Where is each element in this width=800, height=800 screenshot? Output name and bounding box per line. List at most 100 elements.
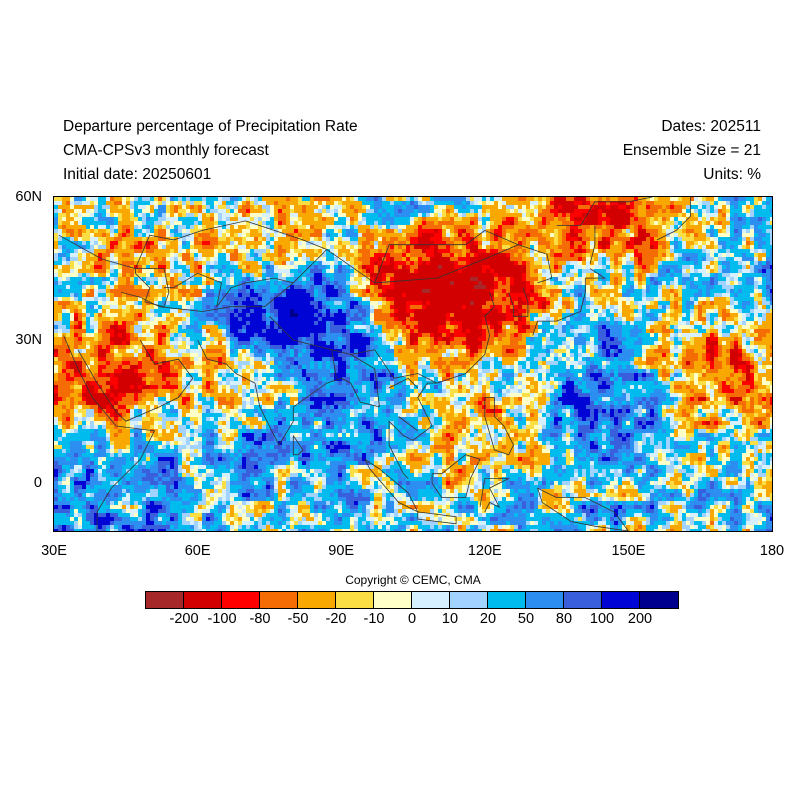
anomaly-cell [86, 213, 91, 218]
anomaly-cell [154, 197, 159, 202]
anomaly-cell [686, 233, 691, 238]
anomaly-cell [434, 217, 439, 222]
anomaly-cell [130, 213, 135, 218]
anomaly-cell [194, 241, 199, 246]
anomaly-cell [578, 229, 583, 234]
anomaly-cell [150, 297, 155, 302]
anomaly-cell [662, 245, 667, 250]
anomaly-cell [710, 233, 715, 238]
anomaly-cell [538, 273, 543, 278]
anomaly-cell [186, 217, 191, 222]
anomaly-cell [126, 305, 131, 310]
anomaly-cell [462, 249, 467, 254]
anomaly-cell [518, 285, 523, 290]
anomaly-cell [434, 269, 439, 274]
anomaly-cell [558, 229, 563, 234]
anomaly-cell [482, 285, 487, 290]
anomaly-cell [174, 289, 179, 294]
anomaly-cell [626, 245, 631, 250]
anomaly-cell [378, 245, 383, 250]
anomaly-cell [438, 265, 443, 270]
anomaly-cell [502, 305, 507, 310]
anomaly-cell [594, 241, 599, 246]
anomaly-cell [478, 217, 483, 222]
anomaly-cell [446, 257, 451, 262]
anomaly-cell [158, 205, 163, 210]
anomaly-cell [98, 277, 103, 282]
anomaly-cell [630, 289, 635, 294]
anomaly-cell [654, 301, 659, 306]
anomaly-cell [614, 261, 619, 266]
anomaly-cell [90, 217, 95, 222]
anomaly-cell [470, 285, 475, 290]
anomaly-cell [158, 245, 163, 250]
anomaly-cell [570, 213, 575, 218]
anomaly-cell [710, 257, 715, 262]
anomaly-cell [302, 245, 307, 250]
anomaly-cell [146, 233, 151, 238]
anomaly-cell [426, 205, 431, 210]
anomaly-cell [730, 269, 735, 274]
anomaly-cell [590, 281, 595, 286]
anomaly-cell [726, 277, 731, 282]
anomaly-cell [182, 205, 187, 210]
anomaly-cell [270, 253, 275, 258]
anomaly-cell [650, 293, 655, 298]
anomaly-cell [502, 301, 507, 306]
anomaly-cell [510, 241, 515, 246]
anomaly-cell [630, 197, 635, 202]
anomaly-cell [218, 225, 223, 230]
anomaly-cell [206, 209, 211, 214]
anomaly-cell [226, 229, 231, 234]
anomaly-cell [482, 245, 487, 250]
anomaly-cell [538, 265, 543, 270]
anomaly-cell [134, 301, 139, 306]
anomaly-cell [266, 273, 271, 278]
anomaly-cell [246, 229, 251, 234]
anomaly-cell [442, 233, 447, 238]
anomaly-cell [442, 197, 447, 202]
anomaly-cell [86, 293, 91, 298]
anomaly-cell [286, 197, 291, 202]
anomaly-cell [190, 221, 195, 226]
anomaly-cell [566, 257, 571, 262]
anomaly-cell [306, 209, 311, 214]
anomaly-cell [474, 233, 479, 238]
anomaly-cell [770, 257, 772, 262]
anomaly-cell [638, 229, 643, 234]
anomaly-cell [82, 233, 87, 238]
anomaly-cell [482, 201, 487, 206]
anomaly-cell [566, 297, 571, 302]
anomaly-cell [754, 241, 759, 246]
anomaly-cell [606, 241, 611, 246]
anomaly-cell [474, 257, 479, 262]
anomaly-cell [722, 289, 727, 294]
anomaly-cell [94, 225, 99, 230]
anomaly-cell [154, 233, 159, 238]
anomaly-cell [338, 285, 343, 290]
anomaly-cell [678, 289, 683, 294]
anomaly-cell [534, 253, 539, 258]
anomaly-cell [194, 305, 199, 310]
anomaly-cell [246, 289, 251, 294]
anomaly-cell [338, 281, 343, 286]
anomaly-cell [326, 273, 331, 278]
anomaly-cell [522, 261, 527, 266]
anomaly-cell [242, 249, 247, 254]
anomaly-cell [358, 301, 363, 306]
anomaly-cell [766, 301, 771, 306]
anomaly-cell [86, 197, 91, 202]
anomaly-cell [146, 277, 151, 282]
anomaly-cell [334, 241, 339, 246]
anomaly-cell [714, 297, 719, 302]
anomaly-cell [206, 241, 211, 246]
anomaly-cell [322, 249, 327, 254]
anomaly-cell [358, 237, 363, 242]
anomaly-cell [398, 241, 403, 246]
anomaly-cell [566, 289, 571, 294]
anomaly-cell [678, 205, 683, 210]
anomaly-cell [754, 261, 759, 266]
anomaly-cell [582, 269, 587, 274]
anomaly-cell [730, 237, 735, 242]
anomaly-cell [206, 201, 211, 206]
